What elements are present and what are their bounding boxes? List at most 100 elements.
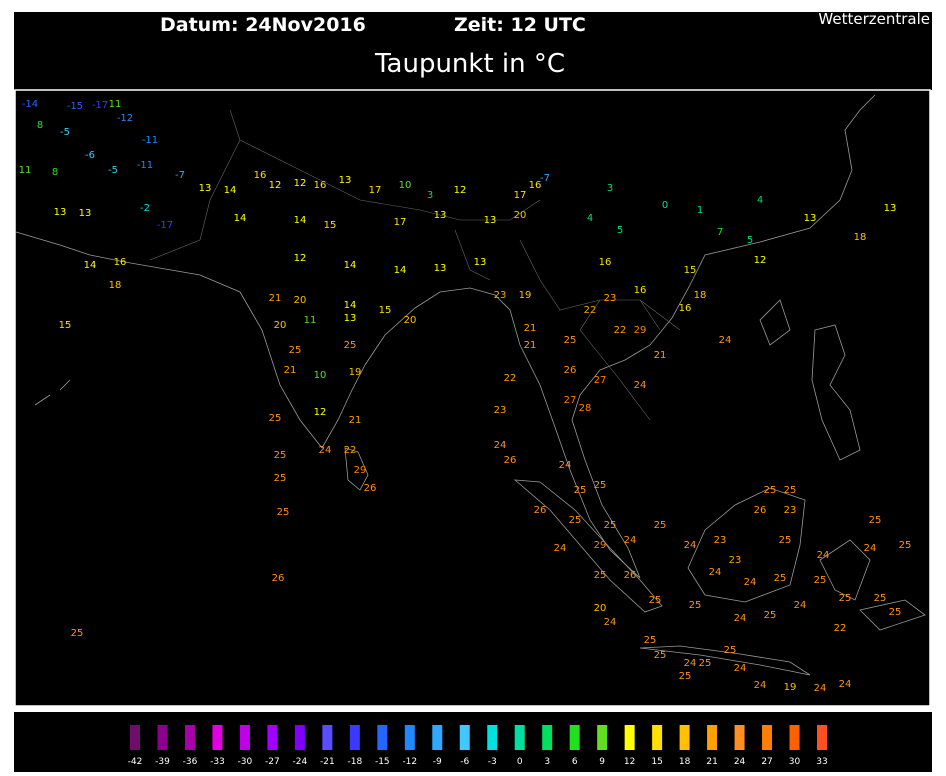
station-value: 25 <box>689 600 702 611</box>
station-value: 23 <box>729 555 742 566</box>
station-value: 25 <box>277 507 290 518</box>
station-value: 15 <box>324 220 337 231</box>
legend-label: -21 <box>320 757 335 767</box>
station-value: 19 <box>784 682 797 693</box>
station-value: 21 <box>349 415 362 426</box>
station-value: 29 <box>594 540 607 551</box>
borders <box>149 109 681 421</box>
station-value: 25 <box>594 480 607 491</box>
legend-label: 12 <box>624 757 635 767</box>
station-value: -14 <box>22 99 38 110</box>
station-value: 13 <box>344 313 357 324</box>
legend-swatch <box>762 725 773 750</box>
station-value: 24 <box>559 460 572 471</box>
station-value: 24 <box>794 600 807 611</box>
legend-swatch <box>459 725 470 750</box>
station-value: 12 <box>294 178 307 189</box>
station-value: 22 <box>584 305 597 316</box>
station-value: 0 <box>662 200 668 211</box>
station-value: 11 <box>19 165 32 176</box>
station-value: 26 <box>564 365 577 376</box>
station-value: 25 <box>644 635 657 646</box>
station-value: -15 <box>67 101 83 112</box>
legend-swatch <box>679 725 690 750</box>
legend-swatch <box>294 725 305 750</box>
station-value: 13 <box>54 207 67 218</box>
station-value: 16 <box>634 285 647 296</box>
legend-label: -27 <box>265 757 280 767</box>
station-value: 25 <box>899 540 912 551</box>
legend-swatch <box>597 725 608 750</box>
philippines <box>811 324 861 461</box>
station-value: -17 <box>92 100 108 111</box>
legend-label: -3 <box>488 757 497 767</box>
station-value: 10 <box>314 370 327 381</box>
legend-swatch <box>377 725 388 750</box>
station-value: 14 <box>234 213 247 224</box>
station-value: 24 <box>734 663 747 674</box>
credit: Wetterzentrale <box>818 10 930 28</box>
sri-lanka <box>344 447 369 491</box>
station-value: 24 <box>604 617 617 628</box>
station-value: 24 <box>684 540 697 551</box>
station-value: 21 <box>654 350 667 361</box>
date: Datum: 24Nov2016 <box>160 14 366 36</box>
station-value: 23 <box>604 293 617 304</box>
station-value: -12 <box>117 113 133 124</box>
station-value: 16 <box>114 257 127 268</box>
station-value: 7 <box>717 227 723 238</box>
station-value: 27 <box>564 395 577 406</box>
station-value: 25 <box>814 575 827 586</box>
legend-swatch <box>652 725 663 750</box>
borneo <box>687 487 806 603</box>
legend-swatch <box>404 725 415 750</box>
station-value: 15 <box>684 265 697 276</box>
sulawesi <box>819 539 926 631</box>
station-value: 20 <box>404 315 417 326</box>
legend-swatch <box>789 725 800 750</box>
java <box>639 645 811 676</box>
station-value: 18 <box>854 232 867 243</box>
legend-label: -12 <box>402 757 417 767</box>
station-value: 26 <box>624 570 637 581</box>
legend-label: -18 <box>347 757 362 767</box>
station-value: 14 <box>294 215 307 226</box>
legend-swatch <box>212 725 223 750</box>
station-value: 25 <box>654 650 667 661</box>
station-value: 17 <box>514 190 527 201</box>
legend-swatch <box>157 725 168 750</box>
station-value: 13 <box>79 208 92 219</box>
station-value: 24 <box>734 613 747 624</box>
station-value: 12 <box>294 253 307 264</box>
station-value: 13 <box>884 203 897 214</box>
station-value: -5 <box>60 127 70 138</box>
station-value: 18 <box>109 280 122 291</box>
station-value: -11 <box>137 160 153 171</box>
station-value: 17 <box>394 217 407 228</box>
station-value: 25 <box>574 485 587 496</box>
legend-swatch <box>130 725 140 750</box>
station-value: 16 <box>254 170 267 181</box>
station-value: 23 <box>494 405 507 416</box>
station-value: 25 <box>784 485 797 496</box>
station-value: 25 <box>269 413 282 424</box>
station-value: 20 <box>274 320 287 331</box>
station-value: 25 <box>724 645 737 656</box>
station-value: 24 <box>634 380 647 391</box>
station-value: 13 <box>339 175 352 186</box>
station-value: 25 <box>679 671 692 682</box>
legend: -42 -39 -36 -33 -30 -27 -24 -21 -18 -15 -12 -9 -6 -3 0… <box>128 725 828 767</box>
station-value: -6 <box>85 150 95 161</box>
station-value: 12 <box>454 185 467 196</box>
station-value: 23 <box>784 505 797 516</box>
station-value: 24 <box>719 335 732 346</box>
hainan <box>759 299 791 346</box>
station-value: 25 <box>71 628 84 639</box>
station-value: 14 <box>394 265 407 276</box>
legend-swatch <box>184 725 195 750</box>
station-value: 21 <box>524 340 537 351</box>
legend-label: -42 <box>128 757 143 767</box>
legend-label: 30 <box>789 757 801 767</box>
station-value: 21 <box>284 365 297 376</box>
